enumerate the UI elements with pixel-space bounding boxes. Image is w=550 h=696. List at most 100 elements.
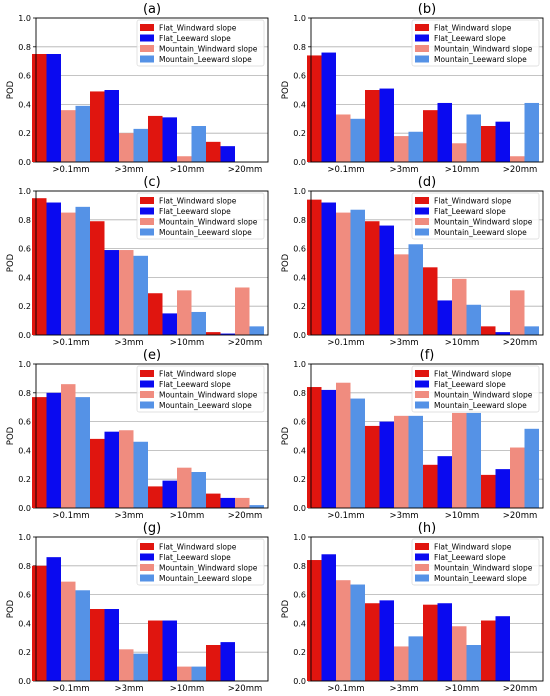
y-tick-label: 0.4: [18, 100, 31, 109]
bar-h-0-0: [307, 560, 322, 681]
bar-d-0-3: [350, 209, 365, 335]
legend-label: Flat_Leeward slope: [159, 380, 231, 389]
chart-panel-c: (c) 0.0 0.2 0.4 0.6 0.8 1.0 POD >0.1mm >3mm >10mm >…: [0, 173, 275, 348]
bar-g-1-2: [119, 649, 134, 681]
legend-swatch: [415, 370, 429, 377]
chart-title: (h): [418, 521, 436, 536]
y-tick-label: 1.0: [293, 533, 306, 542]
x-tick-label: >20mm: [228, 165, 263, 173]
x-tick-label: >20mm: [503, 338, 538, 346]
x-tick-label: >3mm: [389, 165, 418, 173]
legend-box: [136, 19, 265, 67]
y-tick-label: 0.6: [293, 245, 306, 254]
bar-f-3-1: [495, 469, 510, 508]
legend-label: Mountain_Windward slope: [434, 218, 533, 227]
y-tick-label: 0.0: [18, 504, 31, 513]
bar-d-3-1: [495, 332, 510, 335]
bar-f-0-1: [321, 389, 336, 508]
legend-swatch: [140, 543, 154, 550]
y-tick-label: 0.2: [293, 129, 306, 138]
bar-c-2-0: [148, 293, 163, 335]
bar-b-1-0: [365, 90, 380, 162]
bar-e-1-2: [119, 430, 134, 508]
axes-frame: [35, 536, 269, 682]
y-tick-label: 0.6: [18, 245, 31, 254]
bar-f-0-3: [350, 398, 365, 508]
bar-f-3-0: [481, 474, 496, 508]
bar-g-1-1: [104, 609, 119, 681]
bar-d-2-3: [466, 304, 481, 335]
x-tick-label: >10mm: [445, 338, 480, 346]
bar-f-2-2: [452, 412, 467, 508]
bar-e-0-2: [61, 384, 76, 508]
legend-label: Flat_Windward slope: [434, 24, 512, 33]
legend-label: Flat_Leeward slope: [159, 553, 231, 562]
bar-b-3-0: [481, 126, 496, 162]
bar-d-2-2: [452, 278, 467, 335]
bar-d-1-2: [394, 254, 409, 335]
legend-label: Flat_Windward slope: [159, 24, 237, 33]
legend-label: Mountain_Windward slope: [434, 391, 533, 400]
y-tick-label: 0.4: [18, 619, 31, 628]
bar-f-2-3: [466, 412, 481, 508]
y-tick-label: 0.4: [18, 446, 31, 455]
bar-b-2-2: [452, 143, 467, 162]
bar-d-1-0: [365, 221, 380, 335]
bar-c-0-0: [32, 198, 47, 335]
legend-box: [411, 192, 540, 240]
bar-h-2-2: [452, 626, 467, 681]
legend-label: Mountain_Leeward slope: [434, 55, 527, 64]
bar-g-3-0: [206, 645, 221, 681]
legend-box: [136, 192, 265, 240]
bar-d-0-2: [336, 212, 351, 335]
bar-g-1-0: [90, 609, 105, 681]
legend-label: Mountain_Windward slope: [434, 564, 533, 573]
bar-b-0-1: [321, 52, 336, 163]
bar-h-1-1: [379, 600, 394, 681]
legend-swatch: [415, 574, 429, 582]
chart-title: (a): [143, 2, 161, 17]
chart-panel-h: (h) 0.0 0.2 0.4 0.6 0.8 1.0 POD >0.1mm >3mm >10mm >…: [275, 519, 550, 694]
y-tick-label: 0.0: [293, 504, 306, 513]
bar-h-0-2: [336, 580, 351, 681]
bar-e-2-1: [162, 480, 177, 508]
chart-svg-a: (a) 0.0 0.2 0.4 0.6 0.8 1.0 POD >0.1mm >3mm >10mm >…: [6, 2, 269, 175]
chart-svg-f: (f) 0.0 0.2 0.4 0.6 0.8 1.0 POD >0.1mm >3mm >10mm >…: [281, 348, 544, 521]
legend-swatch: [415, 543, 429, 550]
legend-label: Mountain_Leeward slope: [159, 401, 252, 410]
bar-f-2-1: [437, 456, 452, 508]
x-tick-label: >10mm: [170, 165, 205, 173]
bar-a-3-1: [220, 146, 235, 162]
bar-c-2-1: [162, 313, 177, 335]
y-tick-label: 0.4: [293, 446, 306, 455]
chart-title: (f): [420, 348, 435, 363]
legend-swatch: [140, 380, 154, 388]
bar-h-0-1: [321, 554, 336, 681]
bar-b-3-2: [510, 156, 525, 162]
legend-swatch: [140, 34, 154, 42]
bar-b-2-3: [466, 114, 481, 162]
x-tick-label: >10mm: [445, 165, 480, 173]
x-tick-label: >10mm: [170, 684, 205, 692]
legend-swatch: [415, 391, 429, 398]
legend-label: Flat_Leeward slope: [434, 34, 506, 43]
y-axis-label: POD: [6, 80, 16, 99]
chart-title: (g): [143, 521, 161, 536]
x-tick-label: >20mm: [503, 684, 538, 692]
y-tick-label: 0.8: [18, 562, 31, 571]
bar-h-1-0: [365, 603, 380, 681]
chart-svg-e: (e) 0.0 0.2 0.4 0.6 0.8 1.0 POD >0.1mm >3mm >10mm >…: [6, 348, 269, 521]
x-tick-label: >10mm: [445, 511, 480, 519]
legend-label: Mountain_Leeward slope: [434, 574, 527, 583]
legend-swatch: [415, 401, 429, 409]
legend-box: [411, 538, 540, 586]
legend-swatch: [415, 228, 429, 236]
y-tick-label: 0.2: [18, 129, 31, 138]
chart-panel-f: (f) 0.0 0.2 0.4 0.6 0.8 1.0 POD >0.1mm >3mm >10mm >…: [275, 346, 550, 521]
bar-b-0-2: [336, 114, 351, 162]
bar-g-0-0: [32, 565, 47, 681]
bar-e-1-1: [104, 431, 119, 508]
legend-swatch: [140, 197, 154, 204]
x-tick-label: >0.1mm: [327, 165, 364, 173]
y-axis-label: POD: [6, 253, 16, 272]
